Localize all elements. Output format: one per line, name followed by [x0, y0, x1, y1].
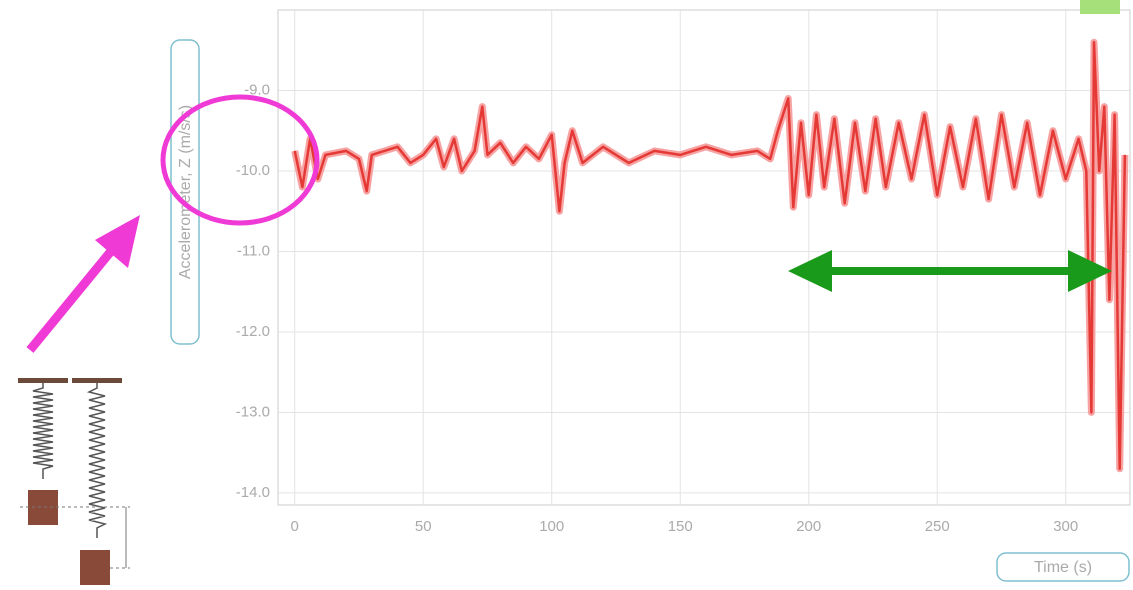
x-tick-label: 100	[539, 518, 564, 535]
y-tick-label: -12.0	[236, 323, 270, 340]
y-tick-label: -14.0	[236, 484, 270, 501]
plot-area	[278, 10, 1130, 505]
x-tick-label: 300	[1053, 518, 1078, 535]
corner-widget[interactable]	[1080, 0, 1120, 14]
x-tick-label: 0	[291, 518, 299, 535]
y-tick-label: -11.0	[237, 242, 270, 259]
x-axis-label: Time (s)	[1034, 559, 1092, 576]
spring-right	[89, 383, 105, 538]
y-tick-label: -10.0	[236, 162, 270, 179]
mass-right	[80, 550, 110, 585]
chart: Accelerometer, Z (m/s/s) Time (s) -14.0 -…	[0, 0, 1133, 585]
x-tick-label: 50	[415, 518, 432, 535]
y-tick-label: -13.0	[236, 403, 270, 420]
x-tick-label: 150	[668, 518, 693, 535]
ceiling-right	[72, 378, 122, 383]
pink-arrow-shaft	[30, 250, 112, 350]
y-axis-label: Accelerometer, Z (m/s/s)	[177, 105, 194, 279]
x-tick-label: 250	[925, 518, 950, 535]
x-tick-label: 200	[796, 518, 821, 535]
spring-left	[33, 383, 53, 479]
ceiling-left	[18, 378, 68, 383]
